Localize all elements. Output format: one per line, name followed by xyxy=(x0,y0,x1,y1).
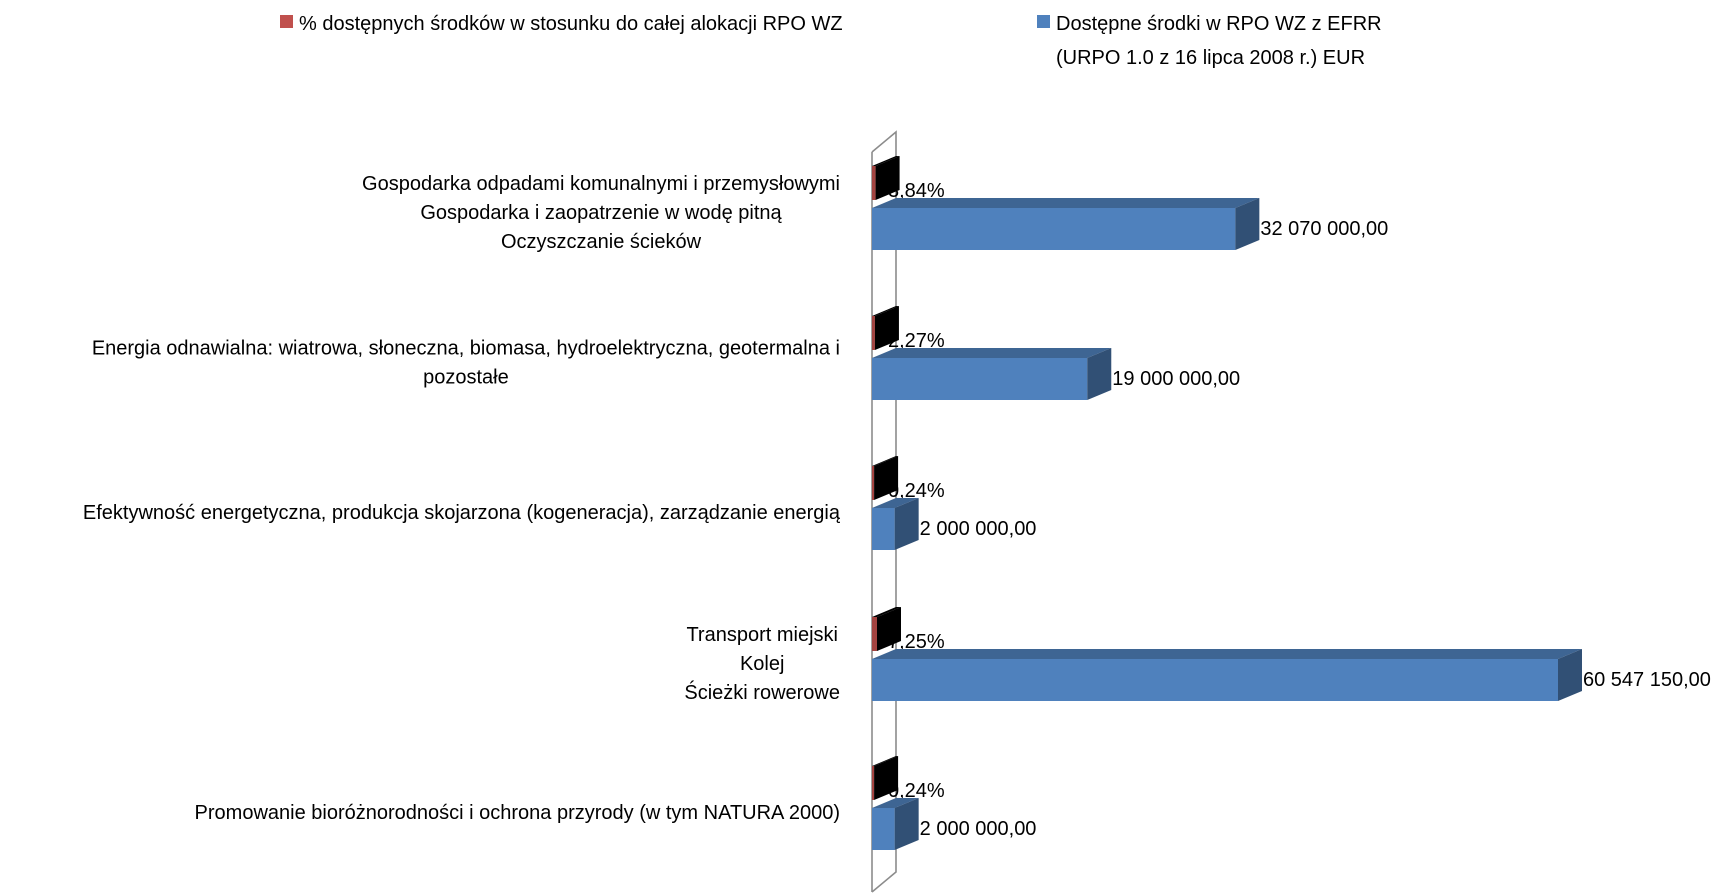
eur-bar-1-side xyxy=(1087,348,1112,400)
eur-data-label-2: 2 000 000,00 xyxy=(920,518,1037,540)
legend-label-eur-line1: Dostępne środki w RPO WZ z EFRR xyxy=(1056,13,1382,35)
eur-bar-4-front xyxy=(872,808,895,850)
legend-swatch-percent xyxy=(280,15,293,28)
category-label-3-0: Transport miejski xyxy=(686,624,838,646)
percent-data-label-0: 3,84% xyxy=(888,180,945,202)
eur-bar-4-side xyxy=(894,798,919,850)
percent-bar-3-top xyxy=(872,607,901,617)
eur-data-label-4: 2 000 000,00 xyxy=(920,818,1037,840)
category-label-2-0: Efektywność energetyczna, produkcja skoj… xyxy=(83,502,841,524)
eur-bar-3-top xyxy=(872,649,1582,659)
percent-bar-1-side xyxy=(874,306,899,350)
eur-bar-1 xyxy=(872,348,1112,400)
percent-bar-2-side xyxy=(874,456,899,500)
eur-bar-1-top xyxy=(872,348,1112,358)
eur-bar-0-front xyxy=(872,208,1236,250)
percent-bar-0-front xyxy=(872,166,876,200)
percent-bar-0 xyxy=(872,156,900,200)
percent-bar-0-top xyxy=(872,156,900,166)
category-label-0-1: Gospodarka i zaopatrzenie w wodę pitną xyxy=(420,202,782,224)
category-label-0-0: Gospodarka odpadami komunalnymi i przemy… xyxy=(362,173,840,195)
category-label-1-1: pozostałe xyxy=(423,367,509,389)
eur-bar-0-side xyxy=(1235,198,1260,250)
category-label-3-1: Kolej xyxy=(740,653,784,675)
category-label-4-0: Promowanie bioróżnorodności i ochrona pr… xyxy=(195,802,840,824)
legend: % dostępnych środków w stosunku do całej… xyxy=(280,13,1382,69)
percent-bar-1 xyxy=(872,306,899,350)
eur-bar-3 xyxy=(872,649,1582,701)
percent-bar-0-side xyxy=(875,156,900,200)
eur-bar-2-side xyxy=(894,498,919,550)
percent-data-label-3: 7,25% xyxy=(888,631,945,653)
percent-data-label-1: 2,27% xyxy=(888,330,945,352)
percent-data-label-2: 0,24% xyxy=(888,480,945,502)
percent-bar-2-front xyxy=(872,466,875,500)
percent-bar-4-side xyxy=(874,756,899,800)
legend-label-percent: % dostępnych środków w stosunku do całej… xyxy=(299,13,843,35)
percent-bar-2 xyxy=(872,456,899,500)
eur-bar-2-top xyxy=(872,498,919,508)
category-label-1-0: Energia odnawialna: wiatrowa, słoneczna,… xyxy=(92,338,840,360)
eur-bar-3-side xyxy=(1558,649,1582,701)
eur-data-label-0: 32 070 000,00 xyxy=(1260,218,1388,240)
eur-bar-4-top xyxy=(872,798,919,808)
category-label-0-2: Oczyszczanie ścieków xyxy=(501,231,702,253)
eur-bar-2 xyxy=(872,498,919,550)
percent-bar-1-top xyxy=(872,306,899,316)
eur-bar-1-front xyxy=(872,358,1088,400)
percent-bar-1-front xyxy=(872,316,875,350)
percent-data-label-4: 0,24% xyxy=(888,780,945,802)
percent-bar-4-front xyxy=(872,766,875,800)
legend-swatch-eur xyxy=(1037,15,1050,28)
eur-bar-4 xyxy=(872,798,919,850)
eur-bar-0-top xyxy=(872,198,1260,208)
legend-label-eur-line2: (URPO 1.0 z 16 lipca 2008 r.) EUR xyxy=(1056,47,1365,69)
percent-bar-4-top xyxy=(872,756,899,766)
percent-bar-3-front xyxy=(872,617,877,651)
category-label-3-2: Ścieżki rowerowe xyxy=(684,680,840,704)
eur-data-label-1: 19 000 000,00 xyxy=(1112,368,1240,390)
eur-bar-2-front xyxy=(872,508,895,550)
percent-bar-4 xyxy=(872,756,899,800)
percent-bar-2-top xyxy=(872,456,899,466)
eur-bar-0 xyxy=(872,198,1260,250)
eur-bar-3-front xyxy=(872,659,1558,701)
eur-data-label-3: 60 547 150,00 xyxy=(1583,669,1711,691)
percent-bar-3-side xyxy=(877,607,901,651)
percent-bar-3 xyxy=(872,607,901,651)
